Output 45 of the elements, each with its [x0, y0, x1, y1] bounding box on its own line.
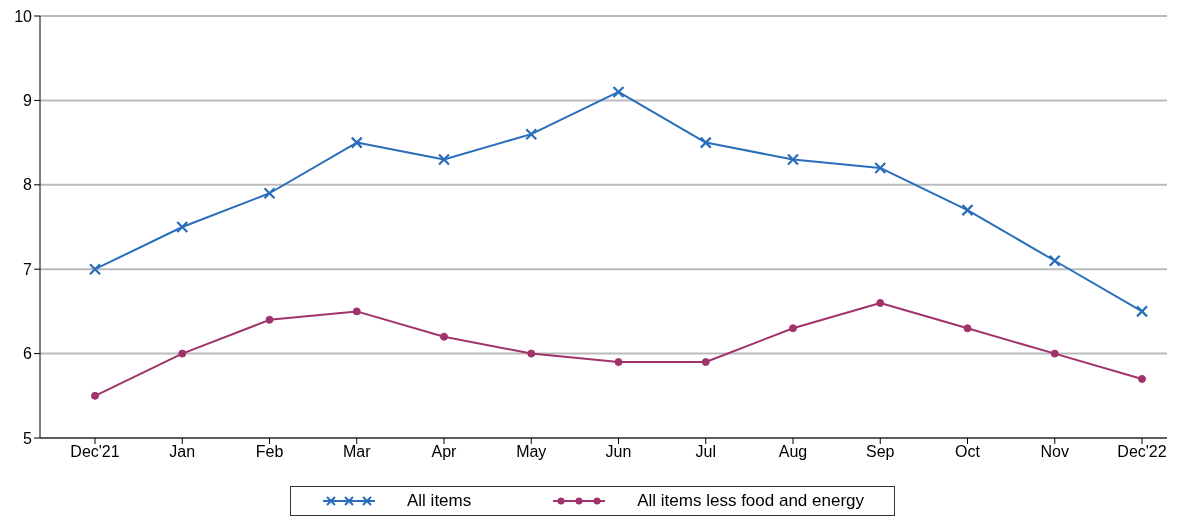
point: [699, 136, 712, 149]
y-tick-label: 5: [23, 429, 33, 447]
x-tick-label: Dec'22: [1117, 443, 1167, 461]
point: [263, 187, 276, 200]
point: [350, 136, 363, 149]
x-tick-label: Mar: [342, 443, 372, 461]
x-tick-label: Jun: [605, 443, 632, 461]
point: [1050, 349, 1059, 358]
point: [440, 332, 448, 341]
point: [527, 349, 536, 358]
point: [612, 85, 625, 99]
x-tick-label: Nov: [1040, 443, 1069, 461]
x-tick-label: Sep: [866, 443, 895, 461]
x-tick-label: Oct: [955, 443, 981, 461]
x-tick-label: Apr: [431, 443, 458, 461]
point: [1048, 254, 1061, 267]
point: [88, 263, 102, 276]
y-tick-label: 8: [23, 176, 33, 194]
legend-label: All items less food and energy: [637, 491, 865, 511]
x-tick-label: Jul: [695, 443, 716, 461]
point: [786, 153, 800, 166]
point: [876, 298, 885, 307]
point: [437, 153, 451, 166]
y-tick-label: 7: [23, 260, 33, 278]
point: [961, 204, 974, 217]
point: [701, 358, 710, 367]
x-tick-label: Jan: [169, 443, 196, 461]
legend-label: All items: [406, 491, 472, 511]
y-tick-label: 10: [14, 7, 33, 25]
y-tick-label: 9: [23, 92, 33, 110]
point: [91, 391, 99, 400]
point: [265, 315, 274, 324]
y-tick-label: 6: [23, 345, 33, 363]
x-tick-label: Feb: [255, 443, 284, 461]
point: [963, 324, 972, 333]
point: [614, 358, 623, 367]
x-tick-label: Aug: [778, 443, 808, 461]
x-tick-label: Dec'21: [70, 443, 120, 461]
point: [1135, 305, 1149, 318]
point: [178, 349, 187, 358]
point: [789, 324, 797, 333]
point: [352, 307, 361, 316]
point: [1138, 374, 1146, 383]
point: [176, 220, 189, 234]
x-tick-label: May: [516, 443, 547, 461]
